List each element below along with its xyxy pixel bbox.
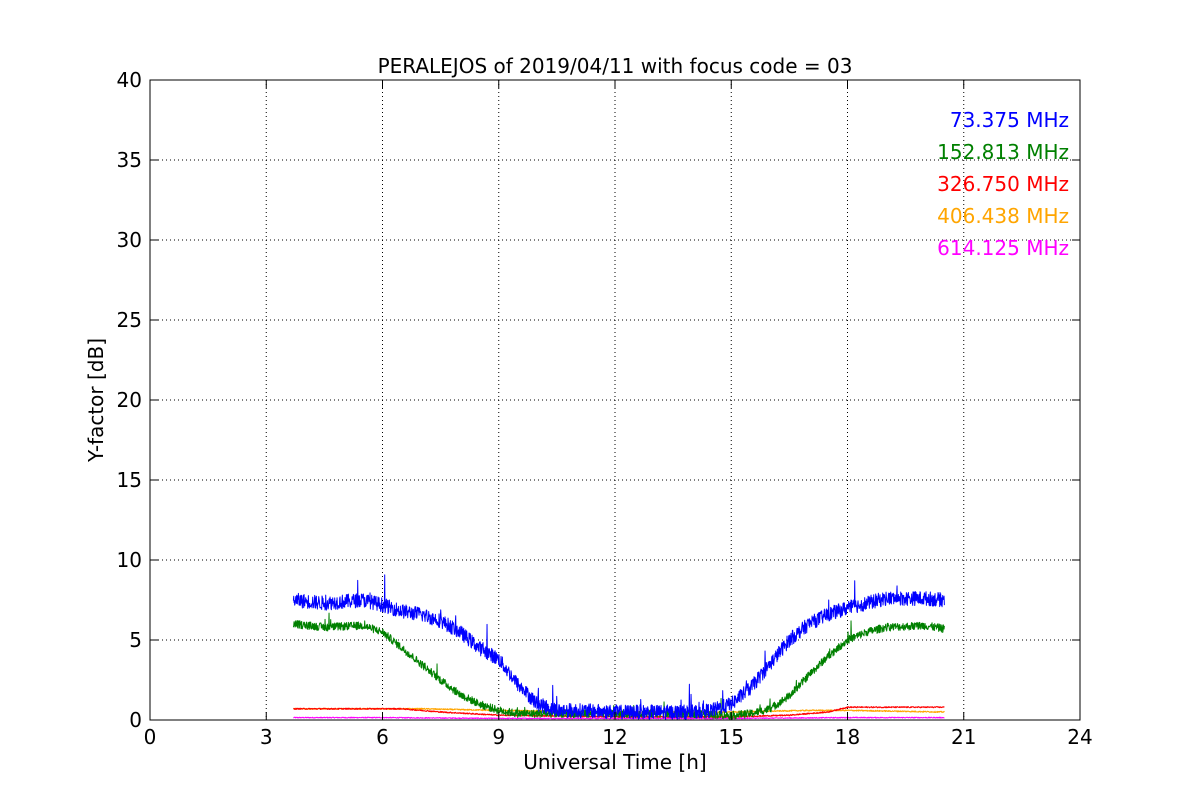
series-lines [292, 574, 945, 720]
x-tick-label: 9 [492, 725, 505, 749]
y-tick-label: 40 [117, 68, 142, 92]
x-tick-label: 18 [835, 725, 860, 749]
x-tick-label: 24 [1067, 725, 1092, 749]
x-tick-label: 3 [260, 725, 273, 749]
y-axis-label: Y-factor [dB] [84, 338, 108, 463]
series-line-0 [292, 574, 945, 720]
legend-entry: 614.125 MHz [937, 236, 1069, 260]
series-line-1 [292, 612, 945, 720]
legend-entry: 326.750 MHz [937, 172, 1069, 196]
grid-lines [150, 80, 1080, 720]
y-tick-label: 5 [129, 628, 142, 652]
x-tick-label: 6 [376, 725, 389, 749]
x-tick-label: 21 [951, 725, 976, 749]
y-tick-label: 10 [117, 548, 142, 572]
y-tick-label: 35 [117, 148, 142, 172]
series-line-4 [293, 716, 945, 720]
legend-entry: 152.813 MHz [937, 140, 1069, 164]
y-tick-label: 25 [117, 308, 142, 332]
axis-ticks: 0 3 6 9 12 15 18 21 24 0 5 10 15 20 25 30 35 40 [117, 68, 1093, 749]
x-tick-label: 0 [144, 725, 157, 749]
x-tick-label: 12 [602, 725, 627, 749]
y-tick-label: 15 [117, 468, 142, 492]
chart-title: PERALEJOS of 2019/04/11 with focus code … [378, 54, 853, 78]
legend: 73.375 MHz 152.813 MHz 326.750 MHz 406.438 … [937, 108, 1069, 260]
legend-entry: 406.438 MHz [937, 204, 1069, 228]
x-axis-label: Universal Time [h] [523, 750, 706, 774]
y-tick-label: 0 [129, 708, 142, 732]
y-tick-label: 20 [117, 388, 142, 412]
y-tick-label: 30 [117, 228, 142, 252]
legend-entry: 73.375 MHz [950, 108, 1069, 132]
x-tick-label: 15 [719, 725, 744, 749]
